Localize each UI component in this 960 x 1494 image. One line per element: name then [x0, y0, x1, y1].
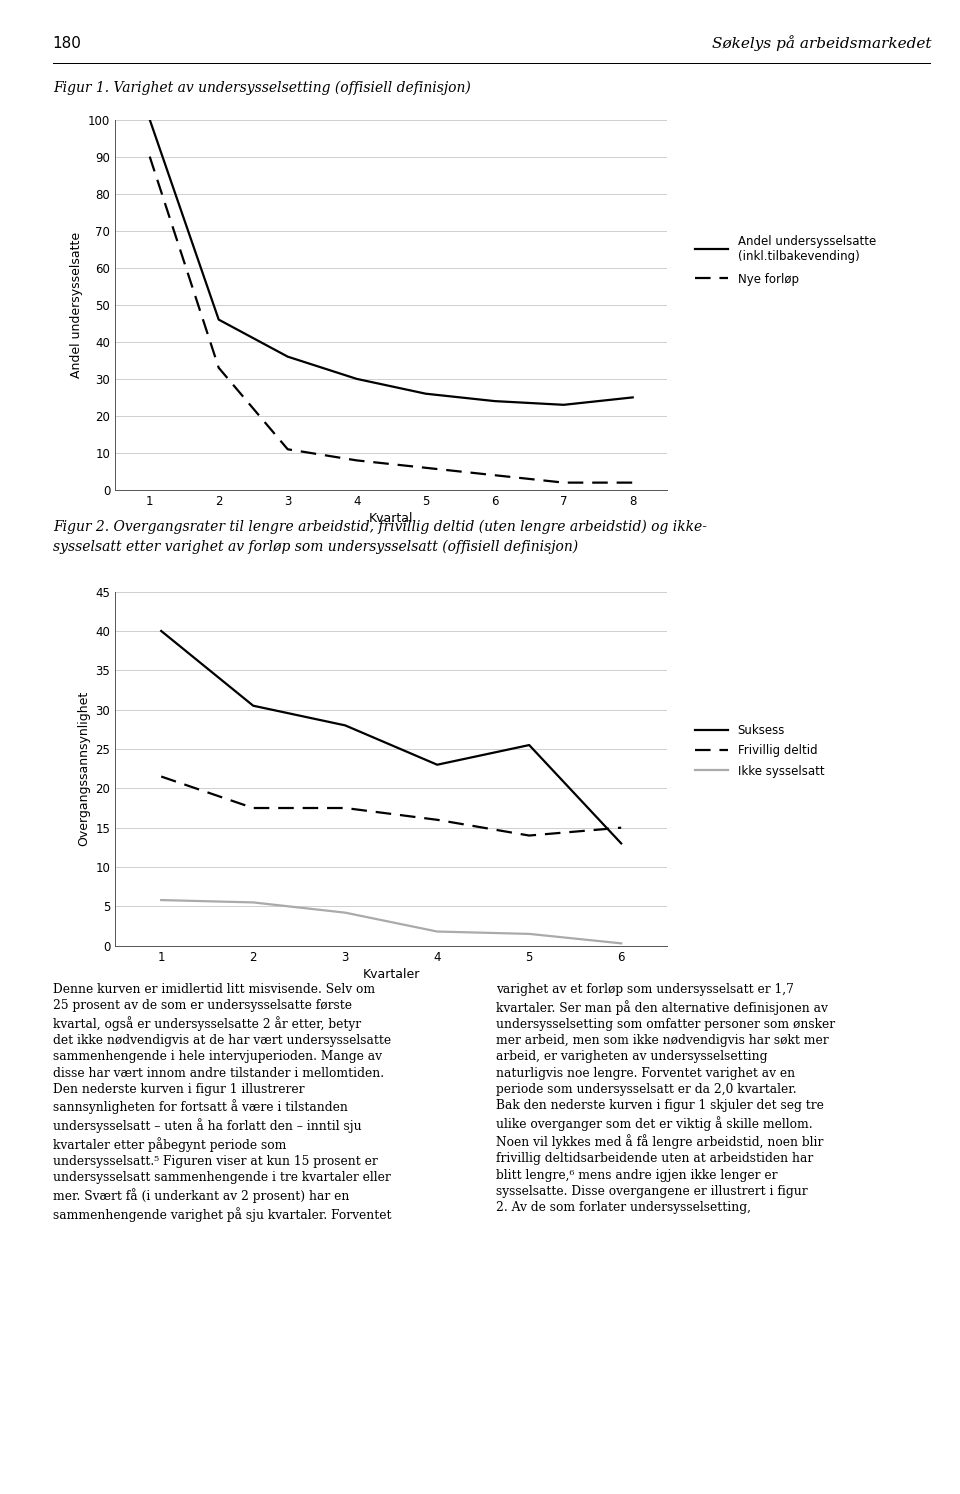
X-axis label: Kvartaler: Kvartaler [363, 968, 420, 980]
Y-axis label: Andel undersysselsatte: Andel undersysselsatte [69, 232, 83, 378]
Text: varighet av et forløp som undersysselsatt er 1,7
kvartaler. Ser man på den alter: varighet av et forløp som undersysselsat… [496, 983, 835, 1215]
Text: Figur 2. Overgangsrater til lengre arbeidstid, frivillig deltid (uten lengre arb: Figur 2. Overgangsrater til lengre arbei… [53, 520, 707, 554]
Legend: Andel undersysselsatte
(inkl.tilbakevending), Nye forløp: Andel undersysselsatte (inkl.tilbakevend… [695, 235, 876, 285]
Y-axis label: Overgangssannsynlighet: Overgangssannsynlighet [77, 692, 90, 846]
Text: 180: 180 [53, 36, 82, 51]
Legend: Suksess, Frivillig deltid, Ikke sysselsatt: Suksess, Frivillig deltid, Ikke sysselsa… [695, 725, 825, 777]
X-axis label: Kvartal: Kvartal [369, 512, 414, 524]
Text: Denne kurven er imidlertid litt misvisende. Selv om
25 prosent av de som er unde: Denne kurven er imidlertid litt misvisen… [53, 983, 392, 1222]
Text: Søkelys på arbeidsmarkedet: Søkelys på arbeidsmarkedet [711, 36, 931, 51]
Text: Figur 1. Varighet av undersysselsetting (offisiell definisjon): Figur 1. Varighet av undersysselsetting … [53, 81, 470, 96]
